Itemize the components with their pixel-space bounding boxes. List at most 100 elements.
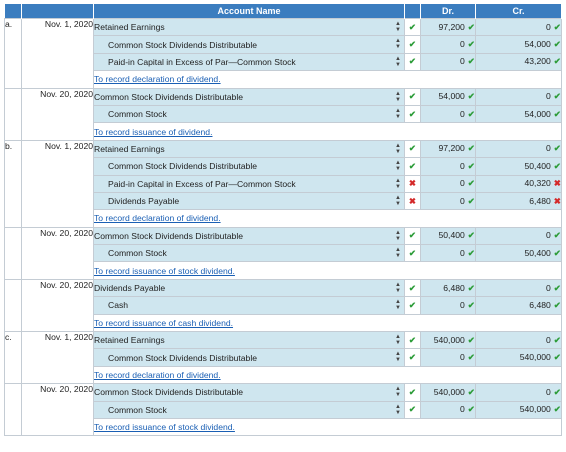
debit-input[interactable]: 0 ✔ xyxy=(420,296,476,315)
credit-input[interactable]: 40,320 ✖ xyxy=(475,174,562,193)
account-select[interactable]: Common Stock Dividends Distributable ▲ ▼ xyxy=(93,87,405,106)
debit-input[interactable]: 50,400 ✔ xyxy=(420,226,476,246)
credit-input[interactable]: 540,000 ✔ xyxy=(475,348,562,367)
account-select[interactable]: Common Stock ▲ ▼ xyxy=(93,104,405,124)
debit-value: 0 xyxy=(460,299,465,310)
memo-row: To record declaration of dividend. xyxy=(5,365,562,385)
credit-input[interactable]: 0 ✔ xyxy=(475,331,562,350)
account-select[interactable]: Retained Earnings ▲ ▼ xyxy=(93,331,405,350)
debit-input[interactable]: 0 ✔ xyxy=(420,104,476,124)
select-arrows-icon[interactable]: ▲ ▼ xyxy=(395,177,401,190)
select-arrows-icon[interactable]: ▲ ▼ xyxy=(395,229,401,242)
credit-input[interactable]: 50,400 ✔ xyxy=(475,244,562,263)
credit-input[interactable]: 0 ✔ xyxy=(475,278,562,298)
credit-input[interactable]: 50,400 ✔ xyxy=(475,157,562,176)
select-arrows-icon[interactable]: ▲ ▼ xyxy=(395,142,401,155)
select-arrows-icon[interactable]: ▲ ▼ xyxy=(395,281,401,294)
entry-date[interactable]: Nov. 1, 2020 xyxy=(21,331,94,385)
credit-input[interactable]: 6,480 ✖ xyxy=(475,191,562,211)
credit-input[interactable]: 0 ✔ xyxy=(475,87,562,106)
account-select[interactable]: Retained Earnings ▲ ▼ xyxy=(93,17,405,37)
account-select[interactable]: Common Stock Dividends Distributable ▲ ▼ xyxy=(93,383,405,402)
select-arrows-icon[interactable]: ▲ ▼ xyxy=(395,194,401,207)
debit-input[interactable]: 0 ✔ xyxy=(420,52,476,72)
account-select[interactable]: Dividends Payable ▲ ▼ xyxy=(93,278,405,298)
debit-input[interactable]: 0 ✔ xyxy=(420,244,476,263)
account-select[interactable]: Retained Earnings ▲ ▼ xyxy=(93,139,405,159)
account-select[interactable]: Dividends Payable ▲ ▼ xyxy=(93,191,405,211)
account-select[interactable]: Common Stock Dividends Distributable ▲ ▼ xyxy=(93,226,405,246)
account-select[interactable]: Common Stock Dividends Distributable ▲ ▼ xyxy=(93,35,405,54)
debit-input[interactable]: 0 ✔ xyxy=(420,400,476,419)
account-select[interactable]: Common Stock Dividends Distributable ▲ ▼ xyxy=(93,157,405,176)
debit-input[interactable]: 0 ✔ xyxy=(420,191,476,211)
journal-row: Nov. 20, 2020 Dividends Payable ▲ ▼ ✔ 6,480 ✔ 0… xyxy=(4,278,562,333)
debit-input[interactable]: 97,200 ✔ xyxy=(420,139,476,159)
credit-input[interactable]: 43,200 ✔ xyxy=(475,52,562,72)
journal-entry-table: Account Name Dr. Cr. a. Nov. 1, 2020 Retai… xyxy=(4,4,562,437)
select-arrows-icon[interactable]: ▲ ▼ xyxy=(395,38,401,51)
entry-date[interactable]: Nov. 20, 2020 xyxy=(21,226,94,280)
select-arrows-icon[interactable]: ▲ ▼ xyxy=(395,21,401,33)
select-arrows-icon[interactable]: ▲ ▼ xyxy=(395,107,401,120)
select-arrows-icon[interactable]: ▲ ▼ xyxy=(395,334,401,347)
debit-value: 540,000 xyxy=(433,334,465,345)
entry-date[interactable]: Nov. 20, 2020 xyxy=(21,87,94,141)
select-arrows-icon[interactable]: ▲ ▼ xyxy=(395,160,401,173)
credit-value: 6,480 xyxy=(529,299,551,310)
part-label: c. xyxy=(4,331,22,385)
journal-row: c. Nov. 1, 2020 Retained Earnings ▲ ▼ ✔ 540,00… xyxy=(4,331,562,385)
credit-input[interactable]: 0 ✔ xyxy=(475,383,562,402)
debit-value: 50,400 xyxy=(438,230,465,241)
select-arrows-icon[interactable]: ▲ ▼ xyxy=(395,55,401,68)
select-arrows-icon[interactable]: ▲ ▼ xyxy=(395,299,401,312)
correct-check-icon: ✔ xyxy=(553,21,561,32)
credit-input[interactable]: 6,480 ✔ xyxy=(475,296,562,315)
debit-input[interactable]: 540,000 ✔ xyxy=(420,331,476,350)
account-select[interactable]: Common Stock ▲ ▼ xyxy=(93,400,405,419)
credit-value: 0 xyxy=(546,282,551,293)
correct-check-icon: ✔ xyxy=(404,278,421,298)
entry-date[interactable]: Nov. 1, 2020 xyxy=(21,139,94,228)
debit-input[interactable]: 0 ✔ xyxy=(420,35,476,54)
entry-date[interactable]: Nov. 20, 2020 xyxy=(21,383,94,437)
debit-input[interactable]: 6,480 ✔ xyxy=(420,278,476,298)
credit-input[interactable]: 540,000 ✔ xyxy=(475,400,562,419)
correct-check-icon: ✔ xyxy=(467,282,475,293)
debit-input[interactable]: 97,200 ✔ xyxy=(420,17,476,37)
credit-input[interactable]: 54,000 ✔ xyxy=(475,104,562,124)
select-arrows-icon[interactable]: ▲ ▼ xyxy=(395,386,401,399)
select-arrows-icon[interactable]: ▲ ▼ xyxy=(395,247,401,260)
select-arrows-icon[interactable]: ▲ ▼ xyxy=(395,90,401,103)
header-account-name: Account Name xyxy=(93,4,405,19)
incorrect-x-icon: ✖ xyxy=(553,195,561,206)
correct-check-icon: ✔ xyxy=(467,404,475,415)
account-name: Common Stock Dividends Distributable xyxy=(94,230,244,241)
account-select[interactable]: Common Stock Dividends Distributable ▲ ▼ xyxy=(93,348,405,367)
debit-input[interactable]: 540,000 ✔ xyxy=(420,383,476,402)
credit-input[interactable]: 0 ✔ xyxy=(475,139,562,159)
account-select[interactable]: Common Stock ▲ ▼ xyxy=(93,244,405,263)
account-name: Common Stock xyxy=(108,404,167,415)
entry-date[interactable]: Nov. 1, 2020 xyxy=(21,18,94,89)
entry-date[interactable]: Nov. 20, 2020 xyxy=(21,278,94,333)
correct-check-icon: ✔ xyxy=(553,404,561,415)
correct-check-icon: ✔ xyxy=(404,226,421,246)
header-mark xyxy=(404,4,421,19)
select-arrows-icon[interactable]: ▲ ▼ xyxy=(395,403,401,416)
debit-input[interactable]: 0 ✔ xyxy=(420,174,476,193)
account-select[interactable]: Cash ▲ ▼ xyxy=(93,296,405,315)
credit-input[interactable]: 0 ✔ xyxy=(475,226,562,246)
credit-input[interactable]: 54,000 ✔ xyxy=(475,35,562,54)
debit-input[interactable]: 0 ✔ xyxy=(420,157,476,176)
journal-row: Common Stock Dividends Distributable ▲ ▼ ✔ 0… xyxy=(5,35,562,54)
credit-input[interactable]: 0 ✔ xyxy=(475,17,562,37)
account-select[interactable]: Paid-in Capital in Excess of Par—Common … xyxy=(93,52,405,72)
debit-input[interactable]: 0 ✔ xyxy=(420,348,476,367)
debit-input[interactable]: 54,000 ✔ xyxy=(420,87,476,106)
entry-memo: To record declaration of dividend. xyxy=(94,74,221,85)
select-arrows-icon[interactable]: ▲ ▼ xyxy=(395,351,401,364)
correct-check-icon: ✔ xyxy=(553,299,561,310)
account-name: Retained Earnings xyxy=(94,22,165,33)
account-select[interactable]: Paid-in Capital in Excess of Par—Common … xyxy=(93,174,405,193)
